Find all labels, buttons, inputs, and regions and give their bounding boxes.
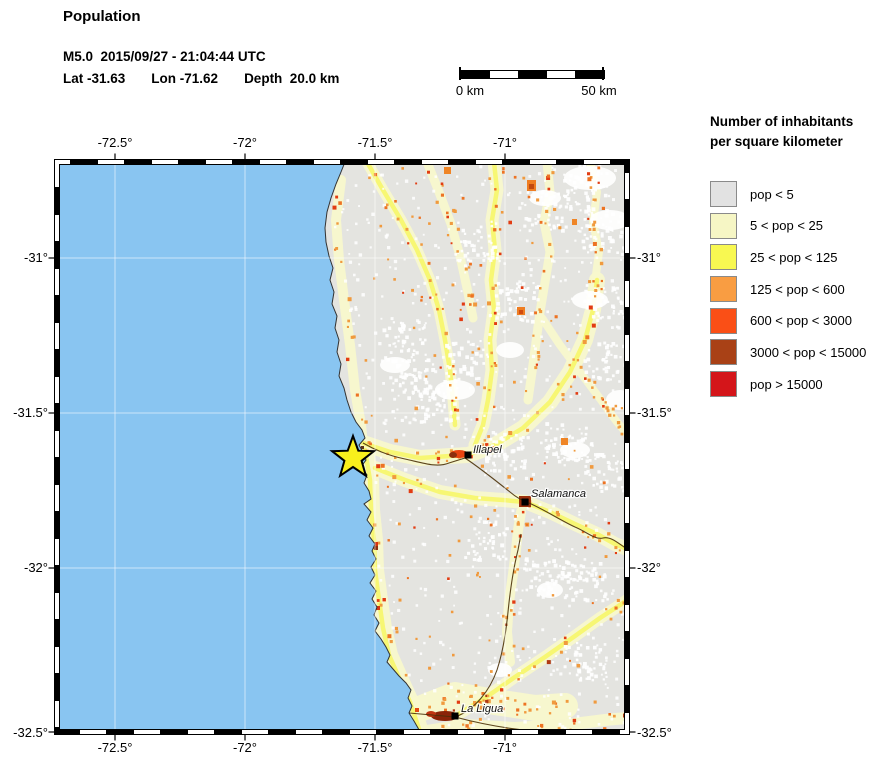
legend-label: pop > 15000 xyxy=(750,376,823,392)
scale-segment xyxy=(518,71,547,78)
legend-row: pop < 5 xyxy=(710,181,894,207)
event-lat: Lat -31.63 xyxy=(63,71,126,86)
axis-label-lon: -71° xyxy=(493,740,517,755)
axis-label-lat: -31° xyxy=(637,250,661,265)
event-depth: Depth 20.0 km xyxy=(244,71,340,86)
legend-swatch xyxy=(710,276,737,303)
city-markers: Illapel Salamanca La Ligua xyxy=(451,443,587,720)
axis-label-lon: -71.5° xyxy=(357,740,393,755)
scale-segment xyxy=(461,71,490,78)
legend-items: pop < 5 5 < pop < 25 25 < pop < 125 125 … xyxy=(710,181,894,398)
axis-label-lat: -32.5° xyxy=(13,725,48,740)
axis-ticks xyxy=(48,153,636,741)
axis-label-lon: -71° xyxy=(493,135,517,150)
scale-segment xyxy=(575,71,604,78)
axis-label-lon: -72° xyxy=(233,135,257,150)
legend-label: 3000 < pop < 15000 xyxy=(750,344,867,360)
map-frame xyxy=(54,159,630,735)
city-marker-illapel: Illapel xyxy=(464,443,504,459)
city-label: Salamanca xyxy=(531,488,586,500)
event-location-line: Lat -31.63 Lon -71.62 Depth 20.0 km xyxy=(63,71,339,86)
scale-bar-segments xyxy=(460,70,605,79)
legend-row: 25 < pop < 125 xyxy=(710,244,894,271)
population-raster-speckles xyxy=(334,163,627,732)
legend-label: pop < 5 xyxy=(750,186,794,202)
legend-swatch xyxy=(710,244,737,271)
legend-row: 5 < pop < 25 xyxy=(710,212,894,239)
city-marker-salamanca: Salamanca xyxy=(521,487,587,506)
legend-label: 25 < pop < 125 xyxy=(750,249,838,265)
legend-row: 600 < pop < 3000 xyxy=(710,307,894,334)
axis-label-lat: -31° xyxy=(24,250,48,265)
event-magnitude-time: M5.0 2015/09/27 - 21:04:44 UTC xyxy=(63,49,266,64)
axis-label-lon: -71.5° xyxy=(357,135,393,150)
city-marker-la-ligua: La Ligua xyxy=(451,702,504,720)
legend-label: 125 < pop < 600 xyxy=(750,281,845,297)
axis-label-lat: -31.5° xyxy=(637,405,672,420)
axis-label-lat: -31.5° xyxy=(13,405,48,420)
coastline xyxy=(324,162,421,732)
page-title: Population xyxy=(63,8,141,25)
epicenter-star-icon xyxy=(329,433,377,479)
axis-label-lon: -72.5° xyxy=(97,135,133,150)
legend-swatch xyxy=(710,339,737,366)
axis-label-lat: -32° xyxy=(24,560,48,575)
graticule-grid xyxy=(57,162,627,732)
population-map: Illapel Salamanca La Ligua xyxy=(48,153,636,741)
scale-start-label: 0 km xyxy=(455,83,485,98)
legend-label: 5 < pop < 25 xyxy=(750,218,824,234)
legend-swatch xyxy=(710,307,737,334)
legend-title-line1: Number of inhabitants xyxy=(710,114,854,129)
legend-swatch xyxy=(710,371,737,398)
city-label: La Ligua xyxy=(461,703,503,715)
scale-end-label: 50 km xyxy=(581,83,617,98)
legend-swatch xyxy=(710,181,737,207)
axis-label-lat: -32.5° xyxy=(637,725,672,740)
legend-row: 3000 < pop < 15000 xyxy=(710,339,894,366)
settlement-dots xyxy=(332,166,627,732)
legend-label: 600 < pop < 3000 xyxy=(750,313,852,329)
population-legend: Number of inhabitants per square kilomet… xyxy=(710,112,894,403)
map-scale-bar: 0 km 50 km xyxy=(455,66,617,102)
axis-label-lat: -32° xyxy=(637,560,661,575)
legend-title-line2: per square kilometer xyxy=(710,134,843,149)
axis-label-lon: -72.5° xyxy=(97,740,133,755)
event-lon: Lon -71.62 xyxy=(151,71,219,86)
axis-label-lon: -72° xyxy=(233,740,257,755)
legend-row: pop > 15000 xyxy=(710,371,894,398)
scale-segment xyxy=(489,71,519,78)
legend-row: 125 < pop < 600 xyxy=(710,276,894,303)
scale-segment xyxy=(546,71,576,78)
city-label: Illapel xyxy=(473,444,502,456)
legend-swatch xyxy=(710,212,737,239)
